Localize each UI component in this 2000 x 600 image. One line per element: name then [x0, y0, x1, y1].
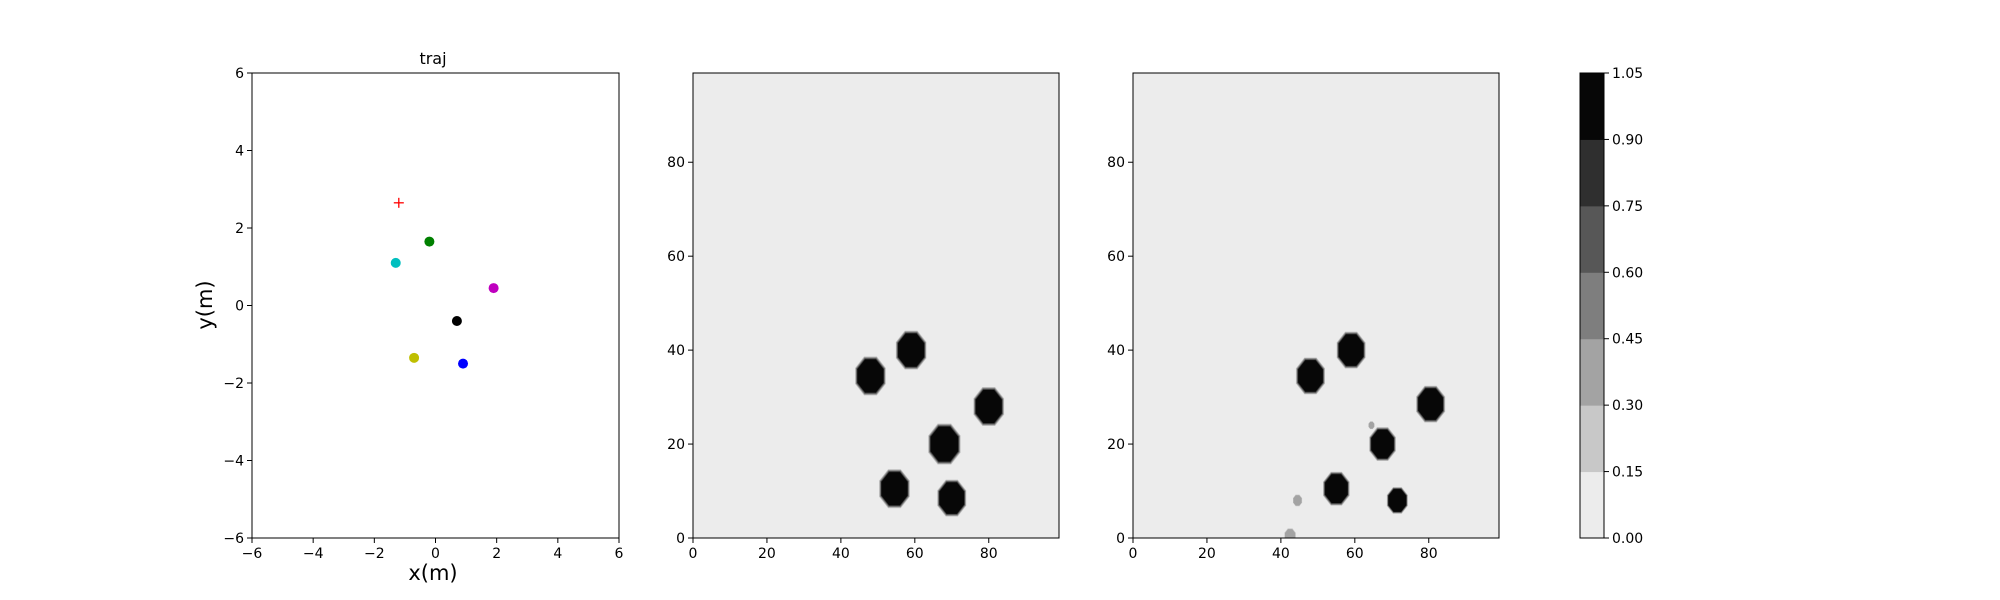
map1-blob [937, 479, 967, 517]
map2-blob [1416, 385, 1446, 423]
traj-x-tick-label: 4 [553, 546, 562, 562]
traj-y-tick-label: −4 [223, 454, 244, 470]
map2-y-tick-label: 0 [1116, 531, 1125, 547]
map2-x-tick-label: 20 [1198, 546, 1216, 562]
map2-blob [1323, 471, 1350, 506]
map2-y-tick-label: 80 [1107, 155, 1125, 171]
traj-axes-frame [251, 72, 620, 539]
colorbar: 0.00 0.15 0.30 0.45 0.60 0.75 0.90 1.05 [1579, 66, 1643, 547]
traj-y-tick-label: 0 [235, 299, 244, 315]
traj-x-tick-label: 6 [615, 546, 624, 562]
traj-x-tick-label: −2 [364, 546, 385, 562]
traj-x-tick-label: −6 [242, 546, 263, 562]
map1-y-tick-label: 20 [667, 437, 685, 453]
map2-blob [1368, 421, 1375, 430]
map2-x-tick-label: 80 [1420, 546, 1438, 562]
traj-y-tick-label: 6 [235, 66, 244, 82]
map1-x-tick-label: 0 [689, 546, 698, 562]
traj-x-tick-label: 0 [431, 546, 440, 562]
colorbar-band [1580, 471, 1604, 539]
map1-y-tick-label: 0 [676, 531, 685, 547]
map1-x-tick-label: 60 [906, 546, 924, 562]
target-marker [393, 197, 404, 208]
agent-point [424, 236, 435, 247]
colorbar-band [1580, 272, 1604, 340]
map1-y-tick-label: 80 [667, 155, 685, 171]
traj-panel: traj −6 −4 −2 0 2 4 6 −6 −4 −2 0 2 4 6 x(m) y(m) [193, 49, 624, 585]
traj-y-tick-label: 4 [235, 144, 244, 160]
colorbar-tick-label: 0.15 [1612, 465, 1643, 481]
colorbar-tick-label: 1.05 [1612, 66, 1643, 82]
heatmap-panel-2: 0 20 40 60 80 0 20 40 60 80 [1107, 72, 1500, 562]
map1-x-tick-label: 20 [758, 546, 776, 562]
colorbar-band [1580, 139, 1604, 207]
agent-point [451, 316, 462, 326]
traj-x-axis-label: x(m) [408, 561, 457, 585]
traj-y-tick-label: −6 [223, 531, 244, 547]
map2-blob [1386, 487, 1408, 514]
map1-blob [973, 387, 1005, 426]
map1-blob [928, 423, 961, 465]
colorbar-tick-label: 0.30 [1612, 398, 1643, 414]
colorbar-tick-label: 0.60 [1612, 265, 1643, 281]
traj-x-tick-label: −4 [303, 546, 324, 562]
colorbar-tick-label: 0.75 [1612, 199, 1643, 215]
map2-blob [1293, 494, 1303, 507]
map2-blob [1336, 331, 1366, 369]
map1-y-tick-label: 60 [667, 249, 685, 265]
map1-x-tick-label: 40 [832, 546, 850, 562]
heatmap-panel-1: 0 20 40 60 80 0 20 40 60 80 [667, 72, 1060, 562]
map2-blob [1295, 357, 1325, 395]
agent-point [409, 352, 420, 363]
map2-y-tick-label: 20 [1107, 437, 1125, 453]
traj-y-tick-label: −2 [223, 376, 244, 392]
map2-blob [1369, 427, 1396, 461]
map2-x-tick-label: 60 [1346, 546, 1364, 562]
map1-axes-frame [692, 72, 1060, 539]
map1-blob [895, 330, 927, 370]
colorbar-frame [1579, 72, 1605, 539]
map2-y-tick-label: 40 [1107, 343, 1125, 359]
map2-background [1133, 73, 1499, 538]
traj-y-axis-label: y(m) [193, 280, 217, 329]
map2-y-tick-label: 60 [1107, 249, 1125, 265]
map2-axes-frame [1132, 72, 1500, 539]
colorbar-band [1580, 405, 1604, 473]
colorbar-band [1580, 73, 1604, 140]
map1-blob [855, 356, 886, 396]
traj-x-tick-label: 2 [492, 546, 501, 562]
map1-y-tick-label: 40 [667, 343, 685, 359]
traj-y-tick-label: 2 [235, 221, 244, 237]
colorbar-band [1580, 338, 1604, 406]
map2-x-tick-label: 0 [1129, 546, 1138, 562]
colorbar-band [1580, 205, 1604, 273]
map1-blob [879, 469, 910, 509]
colorbar-tick-label: 0.45 [1612, 332, 1643, 348]
agent-point [458, 358, 469, 369]
map2-x-tick-label: 40 [1272, 546, 1290, 562]
colorbar-tick-label: 0.90 [1612, 132, 1643, 148]
map1-x-tick-label: 80 [980, 546, 998, 562]
map2-blob [1284, 528, 1296, 538]
map1-background [693, 73, 1059, 538]
colorbar-tick-label: 0.00 [1612, 531, 1643, 547]
agent-point [390, 257, 401, 268]
traj-title: traj [419, 49, 446, 68]
agent-point [488, 283, 499, 294]
traj-plot-area: −6 −4 −2 0 2 4 6 −6 −4 −2 0 2 4 6 [223, 66, 623, 562]
